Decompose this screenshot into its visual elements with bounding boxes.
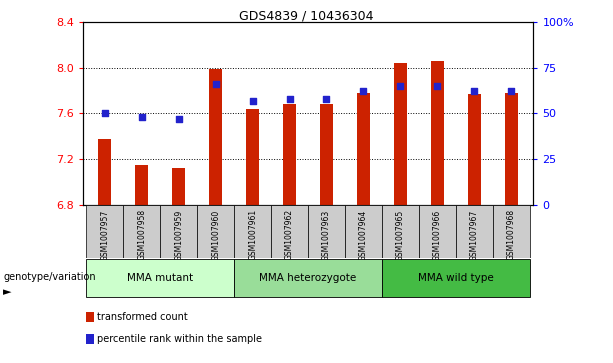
Text: percentile rank within the sample: percentile rank within the sample bbox=[97, 334, 262, 344]
Text: GDS4839 / 10436304: GDS4839 / 10436304 bbox=[239, 9, 374, 22]
Text: MMA wild type: MMA wild type bbox=[418, 273, 493, 283]
Bar bbox=[455, 205, 493, 258]
Point bbox=[174, 116, 184, 122]
Text: GSM1007960: GSM1007960 bbox=[211, 209, 220, 261]
Point bbox=[322, 96, 332, 102]
Bar bbox=[123, 205, 161, 258]
Bar bbox=[419, 205, 455, 258]
Bar bbox=[86, 259, 234, 297]
Bar bbox=[197, 205, 234, 258]
Text: GSM1007962: GSM1007962 bbox=[285, 209, 294, 260]
Text: GSM1007966: GSM1007966 bbox=[433, 209, 442, 261]
Point bbox=[248, 98, 257, 103]
Bar bbox=[209, 69, 222, 205]
Text: genotype/variation: genotype/variation bbox=[3, 272, 96, 282]
Bar bbox=[234, 205, 271, 258]
Bar bbox=[246, 109, 259, 205]
Text: GSM1007958: GSM1007958 bbox=[137, 209, 147, 260]
Bar bbox=[99, 139, 112, 205]
Bar bbox=[357, 93, 370, 205]
Point bbox=[359, 89, 368, 94]
Text: GSM1007957: GSM1007957 bbox=[101, 209, 109, 261]
Bar bbox=[345, 205, 382, 258]
Text: GSM1007964: GSM1007964 bbox=[359, 209, 368, 261]
Bar bbox=[504, 93, 517, 205]
Bar bbox=[394, 63, 407, 205]
Text: GSM1007965: GSM1007965 bbox=[396, 209, 405, 261]
Text: ►: ► bbox=[3, 287, 12, 297]
Text: transformed count: transformed count bbox=[97, 312, 188, 322]
Bar bbox=[382, 205, 419, 258]
Text: GSM1007959: GSM1007959 bbox=[174, 209, 183, 261]
Bar bbox=[382, 259, 530, 297]
Point bbox=[395, 83, 405, 89]
Text: MMA heterozygote: MMA heterozygote bbox=[259, 273, 357, 283]
Point bbox=[432, 83, 442, 89]
Text: GSM1007968: GSM1007968 bbox=[507, 209, 516, 260]
Bar bbox=[271, 205, 308, 258]
Point bbox=[470, 89, 479, 94]
Bar bbox=[493, 205, 530, 258]
Bar bbox=[161, 205, 197, 258]
Bar bbox=[135, 165, 148, 205]
Bar bbox=[308, 205, 345, 258]
Text: GSM1007967: GSM1007967 bbox=[470, 209, 479, 261]
Text: GSM1007961: GSM1007961 bbox=[248, 209, 257, 260]
Bar bbox=[283, 104, 296, 205]
Bar bbox=[172, 168, 185, 205]
Text: MMA mutant: MMA mutant bbox=[128, 273, 193, 283]
Point bbox=[100, 110, 110, 116]
Point bbox=[137, 114, 147, 120]
Bar bbox=[468, 94, 481, 205]
Bar bbox=[320, 104, 333, 205]
Point bbox=[284, 96, 294, 102]
Point bbox=[506, 89, 516, 94]
Bar bbox=[86, 205, 123, 258]
Bar bbox=[431, 61, 444, 205]
Bar bbox=[234, 259, 382, 297]
Point bbox=[211, 81, 221, 87]
Text: GSM1007963: GSM1007963 bbox=[322, 209, 331, 261]
